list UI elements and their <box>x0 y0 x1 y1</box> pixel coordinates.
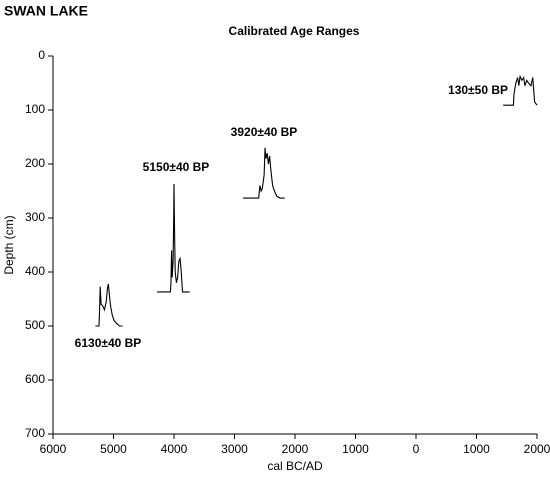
y-tick-label: 600 <box>25 372 45 386</box>
x-tick-label: 4000 <box>161 442 188 456</box>
x-tick-label: 3000 <box>221 442 248 456</box>
series-label: 3920±40 BP <box>231 125 298 139</box>
x-tick-label: 1000 <box>342 442 369 456</box>
y-tick-label: 0 <box>38 48 45 62</box>
x-tick-label: 1000 <box>463 442 490 456</box>
age-distribution <box>157 183 190 293</box>
series-label: 130±50 BP <box>448 83 508 97</box>
x-tick-label: 2000 <box>524 442 550 456</box>
series-label: 6130±40 BP <box>75 336 142 350</box>
y-tick-label: 300 <box>25 210 45 224</box>
x-tick-label: 5000 <box>100 442 127 456</box>
y-axis-label: Depth (cm) <box>2 215 16 274</box>
age-distribution <box>242 147 285 199</box>
x-axis-label: cal BC/AD <box>267 459 323 473</box>
y-tick-label: 200 <box>25 156 45 170</box>
y-tick-label: 400 <box>25 264 45 278</box>
chart-title: SWAN LAKE <box>4 3 88 19</box>
series-label: 5150±40 BP <box>143 160 210 174</box>
x-tick-label: 6000 <box>40 442 67 456</box>
y-tick-label: 100 <box>25 102 45 116</box>
age-distribution <box>503 74 538 106</box>
y-tick-label: 500 <box>25 318 45 332</box>
age-distribution <box>95 283 123 327</box>
x-tick-label: 2000 <box>282 442 309 456</box>
x-tick-label: 0 <box>413 442 420 456</box>
chart-subtitle: Calibrated Age Ranges <box>229 24 360 38</box>
y-tick-label: 700 <box>25 426 45 440</box>
